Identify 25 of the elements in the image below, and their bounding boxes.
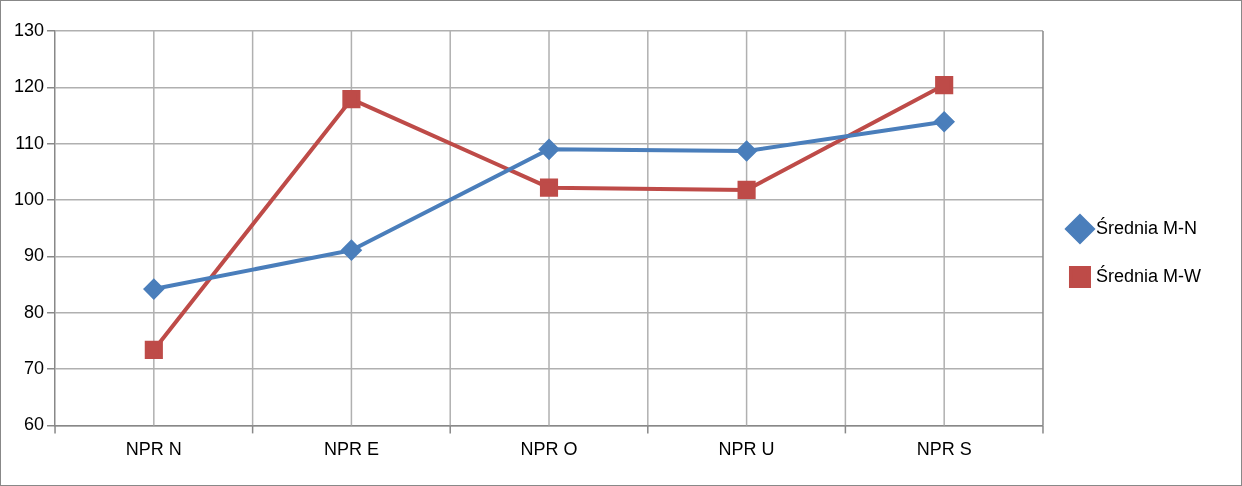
y-tick-label: 80: [24, 301, 45, 322]
y-tick-label: 120: [13, 76, 45, 97]
point: [737, 180, 756, 199]
point: [144, 340, 163, 359]
legend-label: Średnia M-N: [1095, 216, 1198, 238]
y-tick-label: 110: [15, 132, 45, 153]
x-tick-label: NPR S: [916, 439, 972, 460]
y-tick-label: 70: [24, 358, 45, 379]
x-tick-label: NPR O: [520, 439, 578, 460]
point: [736, 141, 757, 162]
point: [935, 76, 954, 95]
y-tick-label: 100: [13, 189, 45, 209]
point: [539, 139, 560, 160]
point: [143, 279, 164, 300]
point: [342, 90, 361, 109]
y-tick-label: 60: [24, 414, 45, 435]
x-tick-label: NPR N: [125, 439, 182, 460]
x-tick-label: NPR U: [718, 439, 775, 460]
point: [934, 111, 955, 132]
x-tick-label: NPR E: [323, 439, 379, 460]
y-tick-label: 90: [24, 245, 45, 266]
legend-label: Średnia M-W: [1095, 264, 1202, 286]
y-tick-label: 130: [13, 19, 45, 40]
point: [341, 240, 362, 261]
point: [539, 178, 559, 197]
